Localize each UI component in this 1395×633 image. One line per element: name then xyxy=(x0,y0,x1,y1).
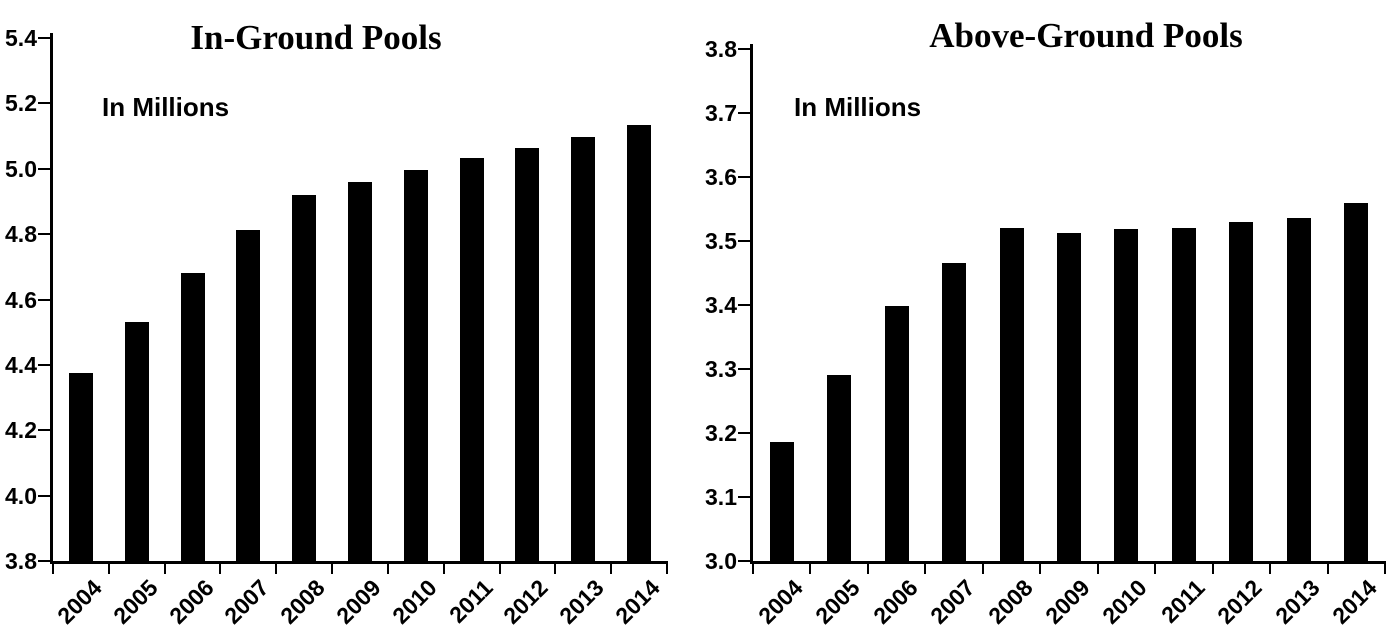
y-tick-label-4.4: 4.4 xyxy=(5,351,37,378)
x-tick-mark-5 xyxy=(331,564,334,574)
bar-2011 xyxy=(459,157,484,561)
bar-2010 xyxy=(1114,229,1139,561)
bar-2007 xyxy=(236,229,261,561)
bar-2010 xyxy=(403,170,428,561)
x-tick-mark-8 xyxy=(1211,564,1214,574)
y-tick-label-3.8: 3.8 xyxy=(705,36,737,62)
y-tick-label-4.6: 4.6 xyxy=(5,286,37,313)
x-tick-mark-3 xyxy=(219,564,222,574)
x-axis-line xyxy=(750,561,1386,564)
bar-2012 xyxy=(515,147,540,561)
x-tick-mark-10 xyxy=(610,564,613,574)
y-tick-label-5.4: 5.4 xyxy=(5,25,37,51)
y-tick-mark-4.0 xyxy=(38,494,53,497)
y-tick-mark-3.5 xyxy=(738,240,753,242)
y-tick-label-3.8: 3.8 xyxy=(5,548,37,574)
y-tick-label-3.1: 3.1 xyxy=(705,484,737,510)
y-tick-label-4.8: 4.8 xyxy=(5,221,37,248)
y-axis-line xyxy=(50,33,53,561)
bar-2007 xyxy=(942,262,967,561)
bar-2006 xyxy=(180,273,205,561)
y-tick-mark-3.6 xyxy=(738,176,753,178)
y-tick-mark-3.8 xyxy=(38,560,53,562)
bar-2005 xyxy=(124,322,149,561)
x-tick-mark-6 xyxy=(1096,564,1099,574)
bar-2013 xyxy=(571,137,596,561)
y-tick-label-3.2: 3.2 xyxy=(705,420,737,446)
x-tick-mark-11 xyxy=(1384,564,1386,574)
x-tick-mark-7 xyxy=(1154,564,1157,574)
y-tick-label-4.2: 4.2 xyxy=(5,417,37,444)
x-tick-mark-0 xyxy=(752,564,754,574)
x-tick-mark-1 xyxy=(809,564,812,574)
bar-2008 xyxy=(999,227,1024,561)
x-tick-mark-2 xyxy=(163,564,166,574)
x-tick-mark-3 xyxy=(924,564,927,574)
bar-2009 xyxy=(1057,233,1081,561)
x-tick-mark-9 xyxy=(1269,564,1272,574)
y-tick-label-3.7: 3.7 xyxy=(705,100,737,126)
y-tick-mark-4.4 xyxy=(38,363,53,366)
y-tick-mark-5.4 xyxy=(38,37,53,39)
bar-2004 xyxy=(68,372,93,561)
x-tick-mark-0 xyxy=(52,564,54,574)
x-axis-line xyxy=(50,561,668,564)
bar-2012 xyxy=(1229,222,1254,561)
y-tick-label-3.5: 3.5 xyxy=(705,228,737,254)
y-axis-line xyxy=(750,44,753,561)
bar-2004 xyxy=(769,441,794,561)
x-tick-mark-5 xyxy=(1039,564,1042,574)
y-tick-label-3.3: 3.3 xyxy=(705,356,737,382)
in-ground-units-label: In Millions xyxy=(102,92,230,122)
y-tick-mark-4.6 xyxy=(38,298,53,301)
x-tick-mark-9 xyxy=(554,564,557,574)
y-tick-mark-3.8 xyxy=(738,48,753,50)
bar-2011 xyxy=(1171,227,1196,561)
y-tick-label-3.0: 3.0 xyxy=(705,548,737,574)
y-tick-label-3.4: 3.4 xyxy=(705,292,737,318)
y-tick-mark-4.8 xyxy=(38,233,53,236)
x-tick-mark-8 xyxy=(498,564,501,574)
y-tick-mark-3.1 xyxy=(738,496,753,498)
y-tick-mark-3.3 xyxy=(738,368,753,370)
x-tick-mark-4 xyxy=(275,564,278,574)
y-tick-mark-3.0 xyxy=(738,560,753,562)
x-tick-mark-2 xyxy=(866,564,869,574)
y-tick-mark-3.7 xyxy=(738,112,753,114)
x-tick-mark-7 xyxy=(442,564,445,574)
above-ground-units-label: In Millions xyxy=(794,92,922,122)
y-tick-mark-3.4 xyxy=(738,304,753,306)
y-tick-label-5.2: 5.2 xyxy=(5,90,37,117)
y-tick-label-5.0: 5.0 xyxy=(5,155,37,182)
x-tick-label-2007: 2007 xyxy=(925,574,980,629)
bar-2005 xyxy=(827,375,852,561)
y-tick-label-4.0: 4.0 xyxy=(5,482,37,509)
bar-2013 xyxy=(1286,217,1311,561)
y-tick-mark-5.0 xyxy=(38,167,53,170)
x-tick-mark-1 xyxy=(107,564,110,574)
y-tick-mark-4.2 xyxy=(38,429,53,432)
y-tick-label-3.6: 3.6 xyxy=(705,164,737,190)
x-tick-mark-6 xyxy=(386,564,389,574)
bar-2006 xyxy=(884,306,909,561)
bar-2014 xyxy=(1344,202,1369,561)
y-tick-mark-5.2 xyxy=(38,102,53,105)
y-tick-mark-3.2 xyxy=(738,432,753,434)
x-tick-mark-4 xyxy=(981,564,984,574)
x-tick-label-2005: 2005 xyxy=(810,574,865,629)
in-ground-chart-title: In-Ground Pools xyxy=(190,18,442,57)
x-tick-label-2014: 2014 xyxy=(1327,574,1382,629)
bar-2008 xyxy=(292,194,317,561)
bar-2009 xyxy=(348,182,372,561)
x-tick-mark-11 xyxy=(666,564,668,574)
above-ground-chart-title: Above-Ground Pools xyxy=(929,16,1243,55)
x-tick-mark-10 xyxy=(1326,564,1329,574)
bar-2014 xyxy=(627,124,652,561)
